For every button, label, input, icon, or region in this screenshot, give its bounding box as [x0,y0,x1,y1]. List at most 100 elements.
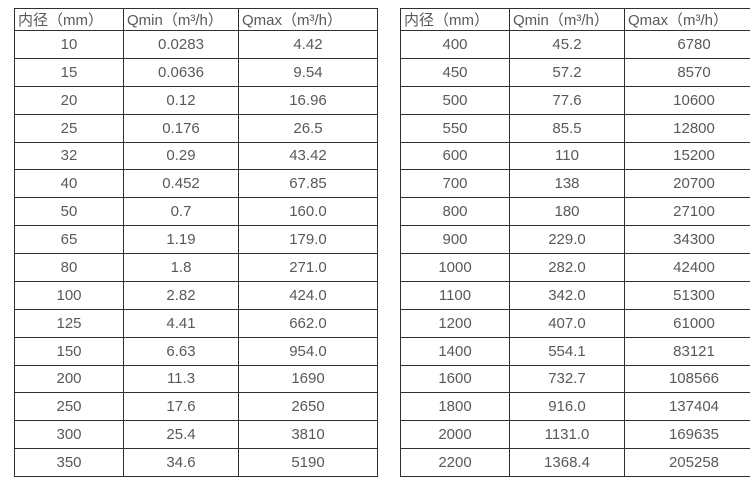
table-cell: 400 [400,30,510,59]
header-row: 内径（mm） Qmin（m³/h） Qmax（m³/h） [400,8,750,31]
table-cell: 1100 [400,280,510,310]
table-row: 20 0.12 16.96 [14,85,378,115]
table-row: 32 0.29 43.42 [14,141,378,171]
table-cell: 1600 [400,364,510,394]
table-row: 125 4.41 662.0 [14,308,378,338]
table-cell: 200 [14,364,124,394]
table-row: 900 229.0 34300 [400,225,750,254]
table-cell: 20700 [624,169,750,199]
table-cell: 282.0 [509,253,625,282]
table-cell: 40 [14,169,124,199]
table-cell: 0.0636 [123,57,239,87]
table-row: 100 2.82 424.0 [14,280,378,310]
table-cell: 1.8 [123,253,239,282]
table-cell: 85.5 [509,113,625,143]
table-cell: 16.96 [238,85,378,115]
table-cell: 2200 [400,448,510,477]
table-cell: 407.0 [509,308,625,338]
header-row: 内径（mm） Qmin（m³/h） Qmax（m³/h） [14,8,378,31]
table-cell: 137404 [624,392,750,422]
table-cell: 2650 [238,392,378,422]
table-cell: 300 [14,420,124,450]
table-row: 1800 916.0 137404 [400,392,750,422]
flow-table-small-diameters: 内径（mm） Qmin（m³/h） Qmax（m³/h） 10 0.0283 4.42 15… [14,8,378,477]
table-cell: 554.1 [509,336,625,366]
table-cell: 10 [14,30,124,59]
table-cell: 25 [14,113,124,143]
table-row: 1000 282.0 42400 [400,253,750,282]
table-row: 200 11.3 1690 [14,364,378,394]
table-cell: 916.0 [509,392,625,422]
table-cell: 26.5 [238,113,378,143]
column-header: Qmax（m³/h） [238,8,378,31]
table-cell: 42400 [624,253,750,282]
table-cell: 50 [14,197,124,227]
table-cell: 125 [14,308,124,338]
column-header: 内径（mm） [14,8,124,31]
table-cell: 9.54 [238,57,378,87]
table-cell: 51300 [624,280,750,310]
table-cell: 32 [14,141,124,171]
table-row: 800 180 27100 [400,197,750,227]
table-row: 2000 1131.0 169635 [400,420,750,450]
table-cell: 100 [14,280,124,310]
table-cell: 15 [14,57,124,87]
table-row: 450 57.2 8570 [400,57,750,87]
table-cell: 2.82 [123,280,239,310]
table-cell: 424.0 [238,280,378,310]
table-cell: 34300 [624,225,750,254]
table-cell: 150 [14,336,124,366]
table-cell: 5190 [238,448,378,477]
flow-table-large-diameters: 内径（mm） Qmin（m³/h） Qmax（m³/h） 400 45.2 6780 450… [400,8,750,477]
table-cell: 0.29 [123,141,239,171]
table-cell: 15200 [624,141,750,171]
table-cell: 110 [509,141,625,171]
table-row: 50 0.7 160.0 [14,197,378,227]
table-cell: 6780 [624,30,750,59]
table-cell: 34.6 [123,448,239,477]
table-cell: 662.0 [238,308,378,338]
table-cell: 0.176 [123,113,239,143]
table-cell: 20 [14,85,124,115]
table-row: 1600 732.7 108566 [400,364,750,394]
table-cell: 8570 [624,57,750,87]
table-cell: 1690 [238,364,378,394]
column-header: Qmax（m³/h） [624,8,750,31]
table-row: 1100 342.0 51300 [400,280,750,310]
table-cell: 3810 [238,420,378,450]
table-cell: 600 [400,141,510,171]
table-cell: 0.0283 [123,30,239,59]
column-header: Qmin（m³/h） [509,8,625,31]
table-cell: 17.6 [123,392,239,422]
table-cell: 45.2 [509,30,625,59]
table-cell: 180 [509,197,625,227]
flow-rate-tables-container: 内径（mm） Qmin（m³/h） Qmax（m³/h） 10 0.0283 4.42 15… [14,8,750,477]
table-row: 1200 407.0 61000 [400,308,750,338]
table-row: 15 0.0636 9.54 [14,57,378,87]
table-row: 600 110 15200 [400,141,750,171]
table-cell: 61000 [624,308,750,338]
table-cell: 250 [14,392,124,422]
table-cell: 65 [14,225,124,254]
table-cell: 0.12 [123,85,239,115]
table-cell: 25.4 [123,420,239,450]
table-cell: 57.2 [509,57,625,87]
table-cell: 4.42 [238,30,378,59]
table-row: 500 77.6 10600 [400,85,750,115]
table-cell: 205258 [624,448,750,477]
table-cell: 1400 [400,336,510,366]
table-row: 40 0.452 67.85 [14,169,378,199]
table-cell: 732.7 [509,364,625,394]
table-cell: 700 [400,169,510,199]
table-cell: 67.85 [238,169,378,199]
table-row: 80 1.8 271.0 [14,253,378,282]
table-cell: 271.0 [238,253,378,282]
table-row: 300 25.4 3810 [14,420,378,450]
column-header: 内径（mm） [400,8,510,31]
table-cell: 138 [509,169,625,199]
table-cell: 43.42 [238,141,378,171]
table-cell: 500 [400,85,510,115]
table-row: 10 0.0283 4.42 [14,30,378,59]
table-cell: 450 [400,57,510,87]
table-row: 2200 1368.4 205258 [400,448,750,477]
